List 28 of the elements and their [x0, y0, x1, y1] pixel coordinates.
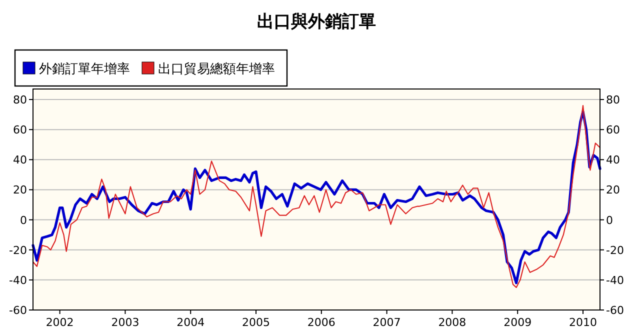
y2-tick-label: -40 — [606, 274, 624, 287]
x-tick-label: 2007 — [372, 316, 401, 329]
y2-tick-label: 80 — [606, 94, 620, 107]
x-tick-label: 2010 — [568, 316, 597, 329]
x-tick-label: 2006 — [307, 316, 336, 329]
y-tick-label: 0 — [20, 214, 27, 227]
y2-tick-label: 60 — [606, 124, 620, 137]
x-tick-label: 2003 — [111, 316, 140, 329]
legend-label: 出口貿易總額年增率 — [158, 61, 275, 77]
y-tick-label: 40 — [13, 154, 27, 167]
x-tick-label: 2004 — [176, 316, 205, 329]
y2-tick-label: 40 — [606, 154, 620, 167]
y2-tick-label: 20 — [606, 184, 620, 197]
y-tick-label: -60 — [9, 304, 27, 317]
chart-title: 出口與外銷訂單 — [257, 12, 376, 32]
x-tick-label: 2002 — [46, 316, 74, 329]
y-tick-label: 80 — [13, 94, 27, 107]
y-tick-label: 60 — [13, 124, 27, 137]
y-tick-label: -20 — [9, 244, 27, 257]
y-tick-label: -40 — [9, 274, 27, 287]
y-tick-label: 20 — [13, 184, 27, 197]
legend-label: 外銷訂單年增率 — [39, 61, 130, 77]
y2-tick-label: 0 — [606, 214, 613, 227]
y2-tick-label: -20 — [606, 244, 624, 257]
y2-tick-label: -60 — [606, 304, 624, 317]
x-tick-label: 2009 — [504, 316, 532, 329]
x-tick-label: 2008 — [438, 316, 466, 329]
x-tick-label: 2005 — [242, 316, 270, 329]
